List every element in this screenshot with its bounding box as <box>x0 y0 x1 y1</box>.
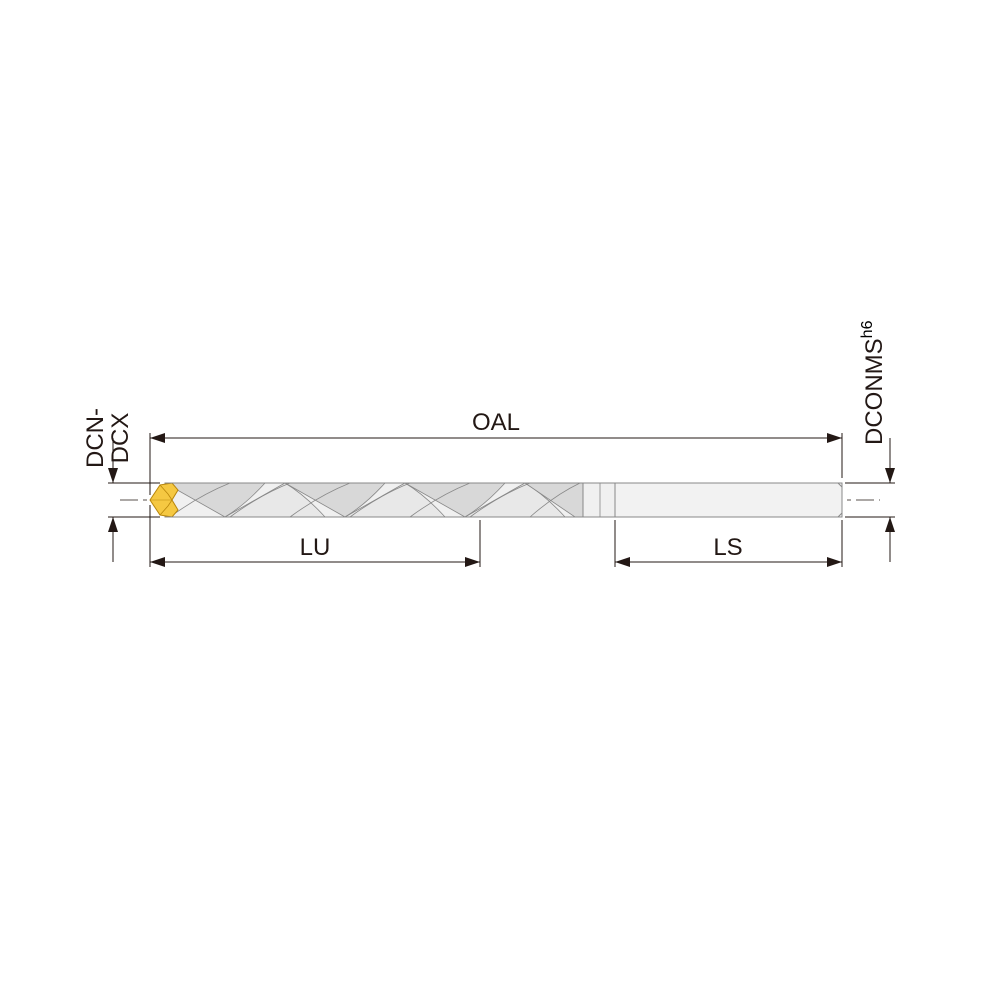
label-oal: OAL <box>472 409 520 436</box>
dimension-dconms: DCONMSh6 <box>845 320 895 562</box>
label-ls: LS <box>713 534 742 561</box>
label-dconms-main: DCONMS <box>861 338 888 445</box>
label-dconms-sup: h6 <box>859 320 876 338</box>
dimension-ls: LS <box>615 520 842 567</box>
dimension-oal: OAL <box>150 409 842 495</box>
label-dconms: DCONMSh6 <box>859 320 888 445</box>
drill-body <box>150 483 842 517</box>
diagram-svg: OAL LU LS DCN- DCX DCON <box>0 0 1000 1000</box>
dimension-dcn-dcx: DCN- DCX <box>82 408 160 562</box>
label-lu: LU <box>300 534 331 561</box>
technical-diagram: OAL LU LS DCN- DCX DCON <box>0 0 1000 1000</box>
label-dcn-line1: DCN- <box>82 408 109 468</box>
label-dcn-line2: DCX <box>107 413 134 464</box>
